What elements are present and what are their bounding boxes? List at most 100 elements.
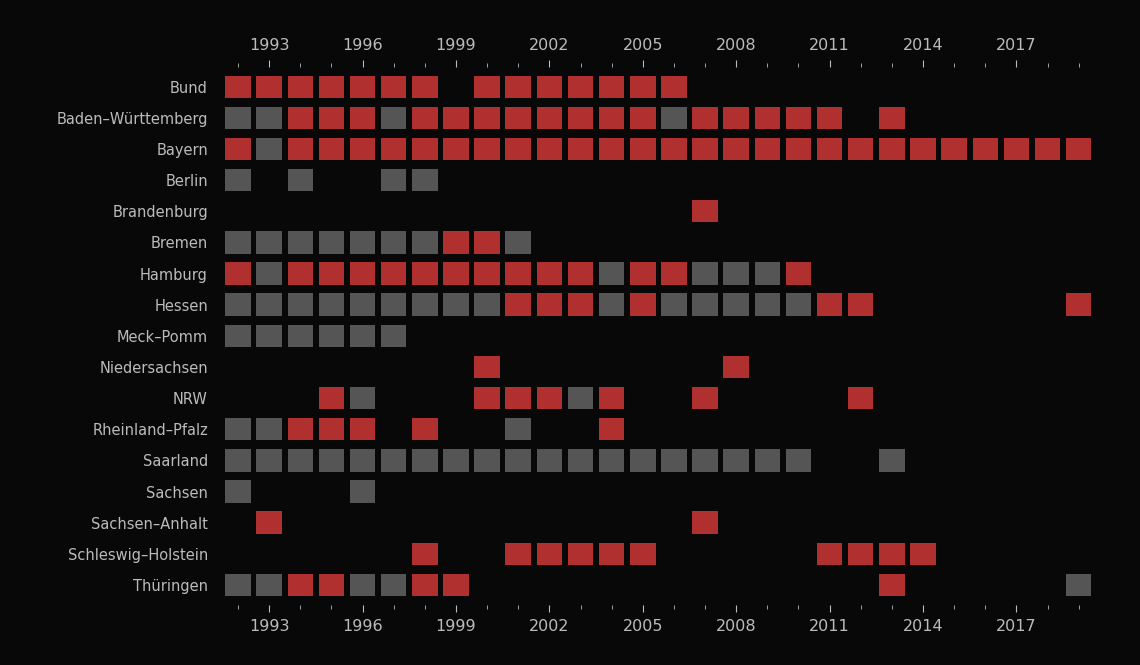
Bar — [287, 449, 314, 471]
Bar — [661, 263, 686, 285]
Bar — [443, 106, 469, 129]
Bar — [942, 138, 967, 160]
Bar — [1035, 138, 1060, 160]
Bar — [537, 263, 562, 285]
Bar — [474, 387, 499, 409]
Bar — [350, 387, 375, 409]
Bar — [692, 138, 718, 160]
Bar — [474, 356, 499, 378]
Bar — [537, 138, 562, 160]
Bar — [319, 263, 344, 285]
Bar — [692, 449, 718, 471]
Bar — [910, 543, 936, 565]
Bar — [785, 263, 812, 285]
Bar — [443, 574, 469, 596]
Bar — [755, 293, 780, 316]
Bar — [287, 76, 314, 98]
Bar — [817, 138, 842, 160]
Bar — [256, 449, 282, 471]
Bar — [226, 76, 251, 98]
Bar — [724, 293, 749, 316]
Bar — [256, 106, 282, 129]
Bar — [692, 106, 718, 129]
Bar — [848, 543, 873, 565]
Bar — [226, 325, 251, 347]
Bar — [226, 138, 251, 160]
Bar — [319, 449, 344, 471]
Bar — [692, 387, 718, 409]
Bar — [256, 293, 282, 316]
Bar — [879, 138, 905, 160]
Bar — [630, 449, 656, 471]
Bar — [505, 387, 531, 409]
Bar — [319, 387, 344, 409]
Bar — [598, 543, 625, 565]
Bar — [350, 231, 375, 253]
Bar — [381, 449, 407, 471]
Bar — [443, 231, 469, 253]
Bar — [724, 356, 749, 378]
Bar — [661, 138, 686, 160]
Bar — [287, 231, 314, 253]
Bar — [474, 293, 499, 316]
Bar — [879, 106, 905, 129]
Bar — [598, 293, 625, 316]
Bar — [1003, 138, 1029, 160]
Bar — [630, 293, 656, 316]
Bar — [226, 480, 251, 503]
Bar — [505, 418, 531, 440]
Bar — [319, 293, 344, 316]
Bar — [287, 574, 314, 596]
Bar — [287, 263, 314, 285]
Bar — [755, 138, 780, 160]
Bar — [381, 325, 407, 347]
Bar — [630, 138, 656, 160]
Bar — [474, 449, 499, 471]
Bar — [226, 231, 251, 253]
Bar — [256, 418, 282, 440]
Bar — [226, 293, 251, 316]
Bar — [350, 418, 375, 440]
Bar — [692, 200, 718, 223]
Bar — [537, 293, 562, 316]
Bar — [287, 169, 314, 192]
Bar — [817, 543, 842, 565]
Bar — [287, 138, 314, 160]
Bar — [598, 138, 625, 160]
Bar — [381, 106, 407, 129]
Bar — [630, 543, 656, 565]
Bar — [568, 543, 593, 565]
Bar — [1066, 138, 1091, 160]
Bar — [443, 449, 469, 471]
Bar — [972, 138, 998, 160]
Bar — [661, 76, 686, 98]
Bar — [226, 106, 251, 129]
Bar — [443, 293, 469, 316]
Bar — [226, 418, 251, 440]
Bar — [287, 418, 314, 440]
Bar — [1066, 574, 1091, 596]
Bar — [319, 138, 344, 160]
Bar — [537, 106, 562, 129]
Bar — [256, 263, 282, 285]
Bar — [319, 76, 344, 98]
Bar — [319, 231, 344, 253]
Bar — [319, 106, 344, 129]
Bar — [505, 293, 531, 316]
Bar — [505, 543, 531, 565]
Bar — [568, 449, 593, 471]
Bar — [412, 418, 438, 440]
Bar — [256, 325, 282, 347]
Bar — [817, 106, 842, 129]
Bar — [381, 231, 407, 253]
Bar — [598, 387, 625, 409]
Bar — [381, 263, 407, 285]
Bar — [412, 543, 438, 565]
Bar — [381, 293, 407, 316]
Bar — [755, 449, 780, 471]
Bar — [287, 293, 314, 316]
Bar — [350, 138, 375, 160]
Bar — [505, 138, 531, 160]
Bar — [537, 449, 562, 471]
Bar — [412, 76, 438, 98]
